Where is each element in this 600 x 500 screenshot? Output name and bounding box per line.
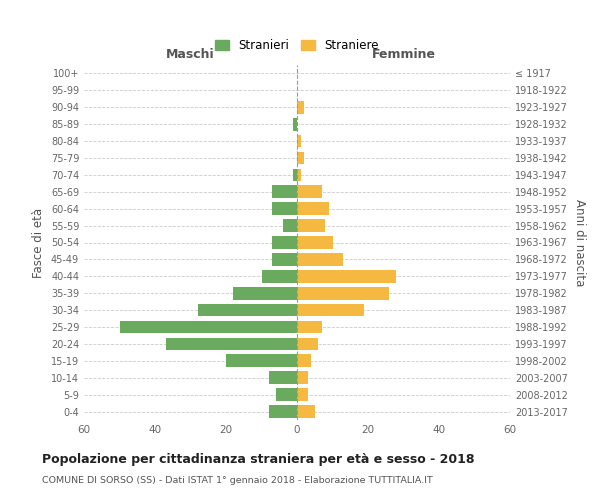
- Bar: [297, 320, 322, 334]
- Bar: [297, 220, 325, 232]
- Bar: [269, 372, 297, 384]
- Bar: [297, 405, 315, 418]
- Bar: [297, 236, 332, 249]
- Bar: [297, 253, 343, 266]
- Bar: [297, 101, 304, 114]
- Bar: [272, 202, 297, 215]
- Y-axis label: Anni di nascita: Anni di nascita: [573, 199, 586, 286]
- Bar: [297, 372, 308, 384]
- Bar: [297, 304, 364, 316]
- Bar: [233, 287, 297, 300]
- Bar: [272, 186, 297, 198]
- Bar: [269, 405, 297, 418]
- Bar: [297, 202, 329, 215]
- Bar: [276, 388, 297, 401]
- Text: Maschi: Maschi: [166, 48, 215, 62]
- Bar: [293, 168, 297, 181]
- Bar: [297, 270, 397, 282]
- Bar: [293, 118, 297, 130]
- Bar: [297, 388, 308, 401]
- Bar: [226, 354, 297, 367]
- Text: COMUNE DI SORSO (SS) - Dati ISTAT 1° gennaio 2018 - Elaborazione TUTTITALIA.IT: COMUNE DI SORSO (SS) - Dati ISTAT 1° gen…: [42, 476, 433, 485]
- Legend: Stranieri, Straniere: Stranieri, Straniere: [211, 36, 383, 56]
- Bar: [297, 338, 319, 350]
- Bar: [197, 304, 297, 316]
- Bar: [297, 152, 304, 164]
- Bar: [272, 236, 297, 249]
- Bar: [297, 186, 322, 198]
- Bar: [283, 220, 297, 232]
- Bar: [297, 354, 311, 367]
- Bar: [297, 168, 301, 181]
- Text: Popolazione per cittadinanza straniera per età e sesso - 2018: Popolazione per cittadinanza straniera p…: [42, 452, 475, 466]
- Bar: [297, 134, 301, 147]
- Text: Femmine: Femmine: [371, 48, 436, 62]
- Bar: [272, 253, 297, 266]
- Bar: [262, 270, 297, 282]
- Bar: [119, 320, 297, 334]
- Y-axis label: Fasce di età: Fasce di età: [32, 208, 45, 278]
- Bar: [297, 287, 389, 300]
- Bar: [166, 338, 297, 350]
